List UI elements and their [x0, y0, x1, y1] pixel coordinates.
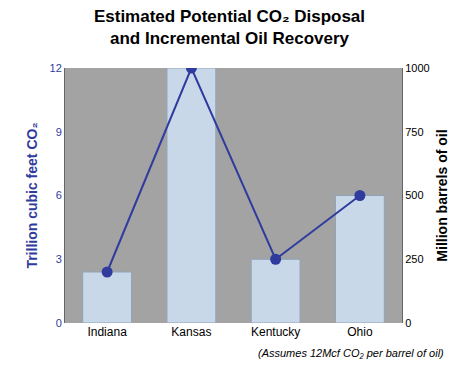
svg-text:Kentucky: Kentucky: [251, 325, 300, 339]
svg-text:Trillion cubic feet CO₂: Trillion cubic feet CO₂: [24, 122, 40, 268]
svg-text:500: 500: [405, 189, 423, 201]
svg-text:0: 0: [405, 317, 411, 329]
svg-text:0: 0: [56, 317, 62, 329]
svg-text:6: 6: [56, 189, 62, 201]
svg-text:12: 12: [50, 62, 62, 74]
svg-text:3: 3: [56, 253, 62, 265]
svg-text:Million barrels of oil: Million barrels of oil: [434, 129, 450, 261]
svg-text:Estimated Potential CO₂ Dispos: Estimated Potential CO₂ Disposaland Incr…: [94, 7, 365, 48]
svg-text:Indiana: Indiana: [87, 325, 127, 339]
svg-text:9: 9: [56, 126, 62, 138]
svg-text:250: 250: [405, 253, 423, 265]
svg-text:Kansas: Kansas: [171, 325, 211, 339]
svg-text:1000: 1000: [405, 62, 429, 74]
svg-text:750: 750: [405, 126, 423, 138]
svg-text:Ohio: Ohio: [347, 325, 373, 339]
svg-text:(Assumes 12Mcf CO₂ per barrel: (Assumes 12Mcf CO₂ per barrel of oil): [258, 347, 444, 359]
